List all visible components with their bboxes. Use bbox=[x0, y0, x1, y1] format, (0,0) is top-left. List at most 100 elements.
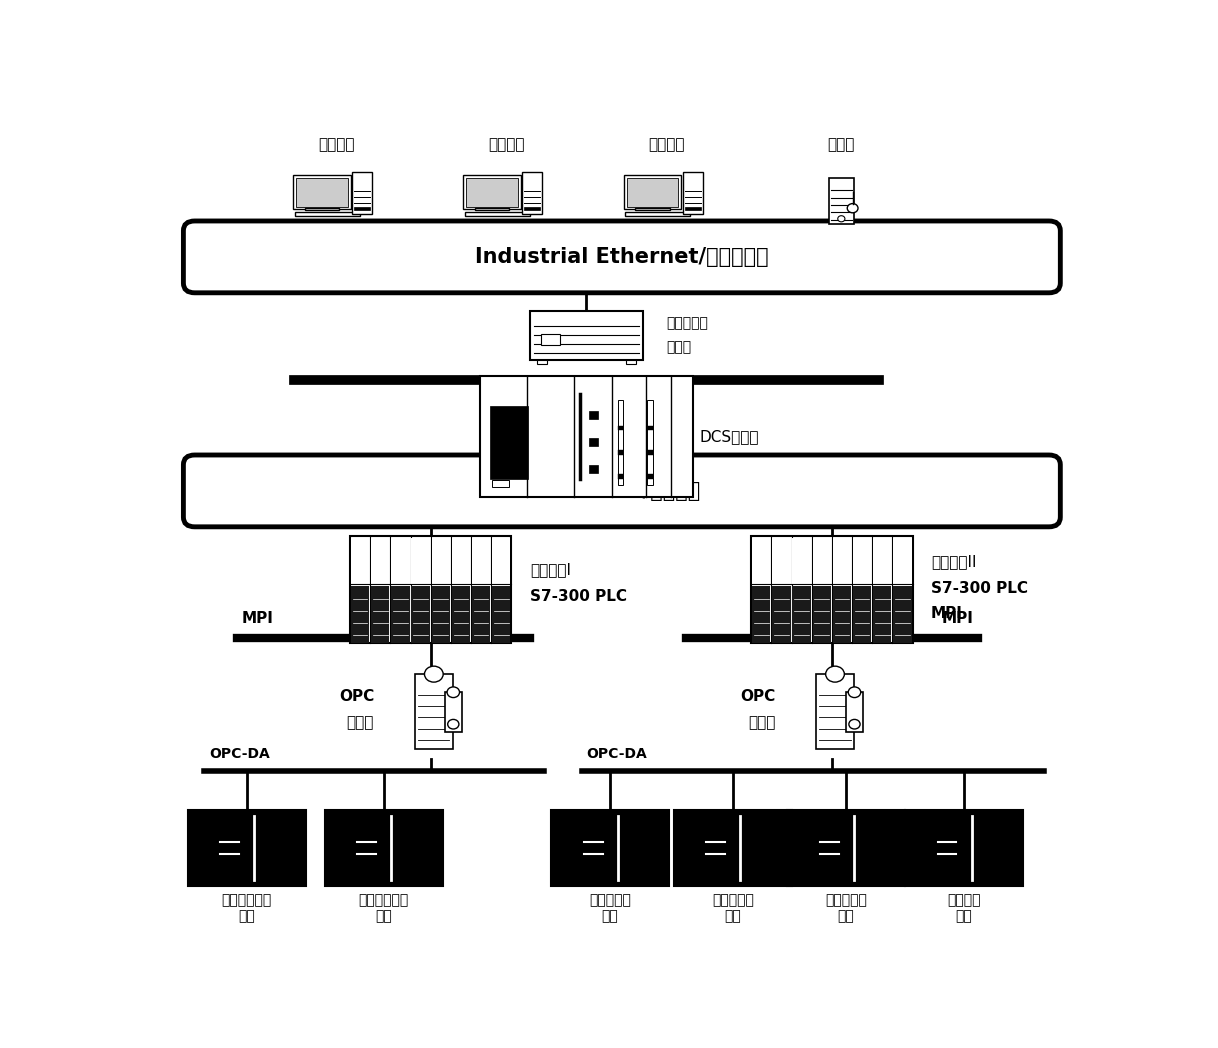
Text: MPI: MPI bbox=[942, 611, 973, 626]
Text: OPC: OPC bbox=[339, 689, 374, 704]
Text: 工业以太网: 工业以太网 bbox=[666, 316, 709, 330]
Bar bbox=[452, 539, 470, 585]
Bar bbox=[431, 539, 449, 585]
FancyBboxPatch shape bbox=[184, 221, 1061, 292]
Bar bbox=[324, 810, 442, 887]
Text: 服务器: 服务器 bbox=[828, 137, 855, 152]
Bar bbox=[188, 810, 306, 887]
Bar bbox=[523, 172, 542, 214]
Bar bbox=[588, 464, 598, 473]
Text: 模型: 模型 bbox=[602, 909, 619, 923]
Bar bbox=[812, 586, 831, 642]
Bar bbox=[853, 586, 871, 642]
Text: S7-300 PLC: S7-300 PLC bbox=[931, 581, 1028, 595]
Bar bbox=[847, 693, 864, 733]
Text: 模型: 模型 bbox=[956, 909, 972, 923]
Text: MPI: MPI bbox=[242, 611, 274, 626]
Bar bbox=[551, 810, 669, 887]
Text: OPC-DA: OPC-DA bbox=[587, 747, 647, 761]
Bar bbox=[351, 586, 369, 642]
Bar bbox=[354, 206, 370, 211]
Text: 回收塔仿真: 回收塔仿真 bbox=[711, 893, 754, 907]
Bar bbox=[873, 539, 892, 585]
Bar bbox=[371, 586, 390, 642]
Bar bbox=[445, 693, 462, 733]
Bar bbox=[492, 586, 510, 642]
Bar bbox=[475, 209, 509, 211]
Bar bbox=[833, 586, 851, 642]
Bar bbox=[588, 412, 598, 419]
Text: 模型: 模型 bbox=[239, 909, 255, 923]
Text: 模型: 模型 bbox=[725, 909, 742, 923]
Text: 操作员站: 操作员站 bbox=[648, 137, 685, 152]
Text: 服务器: 服务器 bbox=[748, 716, 775, 730]
Bar bbox=[893, 539, 911, 585]
Text: 模型: 模型 bbox=[838, 909, 855, 923]
Bar bbox=[893, 586, 911, 642]
Bar bbox=[793, 586, 811, 642]
Text: 模型: 模型 bbox=[375, 909, 392, 923]
Bar bbox=[787, 810, 905, 887]
Circle shape bbox=[826, 667, 844, 682]
Text: OPC: OPC bbox=[741, 689, 775, 704]
Bar bbox=[588, 438, 598, 446]
Bar bbox=[618, 400, 624, 485]
Circle shape bbox=[838, 216, 845, 222]
Bar bbox=[624, 175, 681, 209]
Bar bbox=[618, 425, 624, 431]
Bar bbox=[463, 175, 520, 209]
Bar bbox=[905, 810, 1023, 887]
Circle shape bbox=[425, 667, 443, 682]
FancyBboxPatch shape bbox=[184, 455, 1061, 527]
Bar bbox=[492, 539, 510, 585]
Bar bbox=[626, 178, 678, 206]
Bar bbox=[853, 539, 871, 585]
Bar bbox=[647, 474, 653, 479]
Circle shape bbox=[849, 719, 860, 729]
Text: 合成系统仿真: 合成系统仿真 bbox=[222, 893, 272, 907]
Bar bbox=[490, 407, 527, 479]
Bar bbox=[647, 425, 653, 431]
Bar bbox=[473, 539, 491, 585]
Bar bbox=[647, 400, 653, 485]
Bar bbox=[371, 539, 390, 585]
Bar bbox=[833, 539, 851, 585]
Bar bbox=[683, 172, 703, 214]
Bar bbox=[618, 474, 624, 479]
Text: OPC-DA: OPC-DA bbox=[209, 747, 269, 761]
Text: S7-300 PLC: S7-300 PLC bbox=[530, 589, 627, 604]
Text: 智能从站II: 智能从站II bbox=[931, 554, 977, 569]
Bar bbox=[391, 539, 409, 585]
Bar bbox=[674, 810, 792, 887]
Bar bbox=[466, 178, 518, 206]
Text: 服务器: 服务器 bbox=[347, 716, 374, 730]
Bar bbox=[452, 586, 470, 642]
Bar bbox=[873, 586, 892, 642]
Bar bbox=[480, 376, 693, 497]
Text: Profibus/现场总线: Profibus/现场总线 bbox=[543, 481, 700, 501]
Bar bbox=[524, 206, 541, 211]
Bar bbox=[626, 359, 636, 364]
Bar bbox=[793, 539, 811, 585]
Text: 预塔仿真: 预塔仿真 bbox=[948, 893, 980, 907]
Circle shape bbox=[447, 686, 459, 698]
Text: 智能从站I: 智能从站I bbox=[530, 562, 571, 577]
Bar bbox=[294, 175, 351, 209]
Bar bbox=[351, 539, 369, 585]
Text: Industrial Ethernet/工业以太网: Industrial Ethernet/工业以太网 bbox=[475, 247, 769, 267]
Bar bbox=[304, 209, 339, 211]
Bar bbox=[753, 539, 771, 585]
Text: 工程师站: 工程师站 bbox=[318, 137, 354, 152]
Text: MPI: MPI bbox=[931, 607, 963, 621]
Bar bbox=[685, 206, 700, 211]
Bar bbox=[635, 209, 670, 211]
Bar bbox=[391, 586, 409, 642]
Bar bbox=[473, 586, 491, 642]
Text: 压缩系统仿真: 压缩系统仿真 bbox=[358, 893, 409, 907]
Bar bbox=[828, 178, 854, 224]
Bar bbox=[753, 586, 771, 642]
Bar bbox=[415, 674, 453, 748]
Circle shape bbox=[848, 203, 857, 213]
Bar bbox=[295, 213, 359, 216]
Text: 常压塔仿真: 常压塔仿真 bbox=[590, 893, 631, 907]
